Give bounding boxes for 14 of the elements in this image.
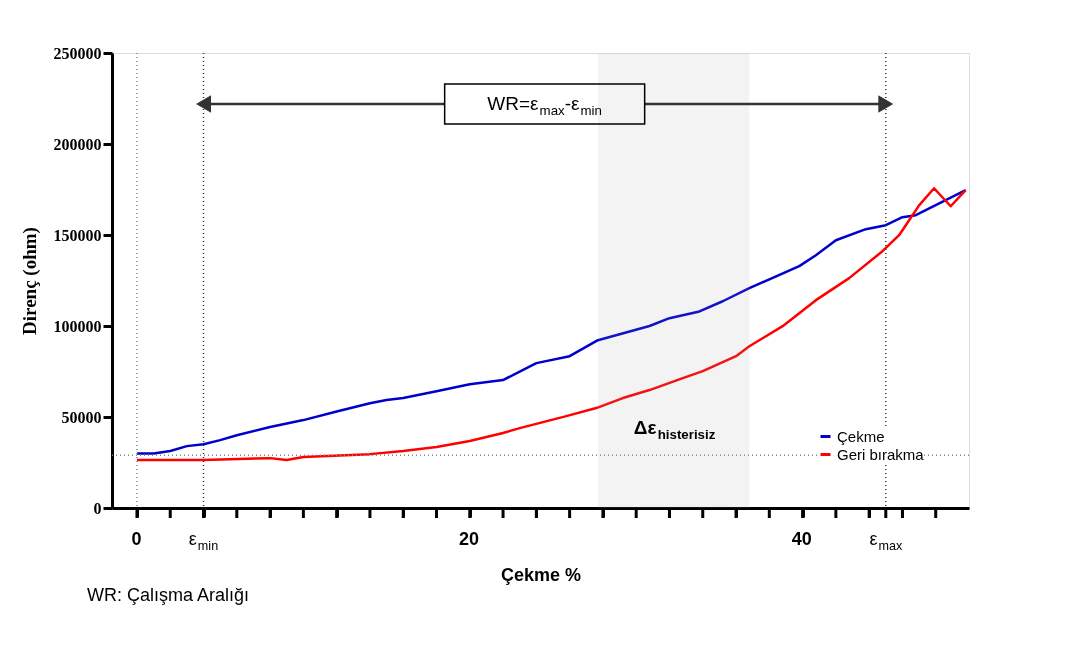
x-tick-label: 0 [131, 529, 142, 549]
x-tick-label: 40 [791, 529, 812, 549]
legend-label: Geri bırakma [837, 445, 925, 463]
x-axis-title: Çekme % [500, 565, 582, 585]
y-tick-label: 250000 [53, 44, 102, 62]
legend-label: Çekme [837, 427, 885, 445]
y-tick-label: 150000 [53, 226, 102, 244]
y-tick-label: 100000 [53, 317, 102, 335]
y-tick-label: 50000 [61, 408, 102, 426]
text: WR: Çalışma Aralığı [87, 585, 250, 605]
y-tick-label: 200000 [53, 135, 102, 153]
x-tick-label: 20 [458, 529, 479, 549]
y-axis-title: Direnç (ohm) [18, 227, 41, 335]
y-tick-label: 0 [93, 499, 102, 517]
